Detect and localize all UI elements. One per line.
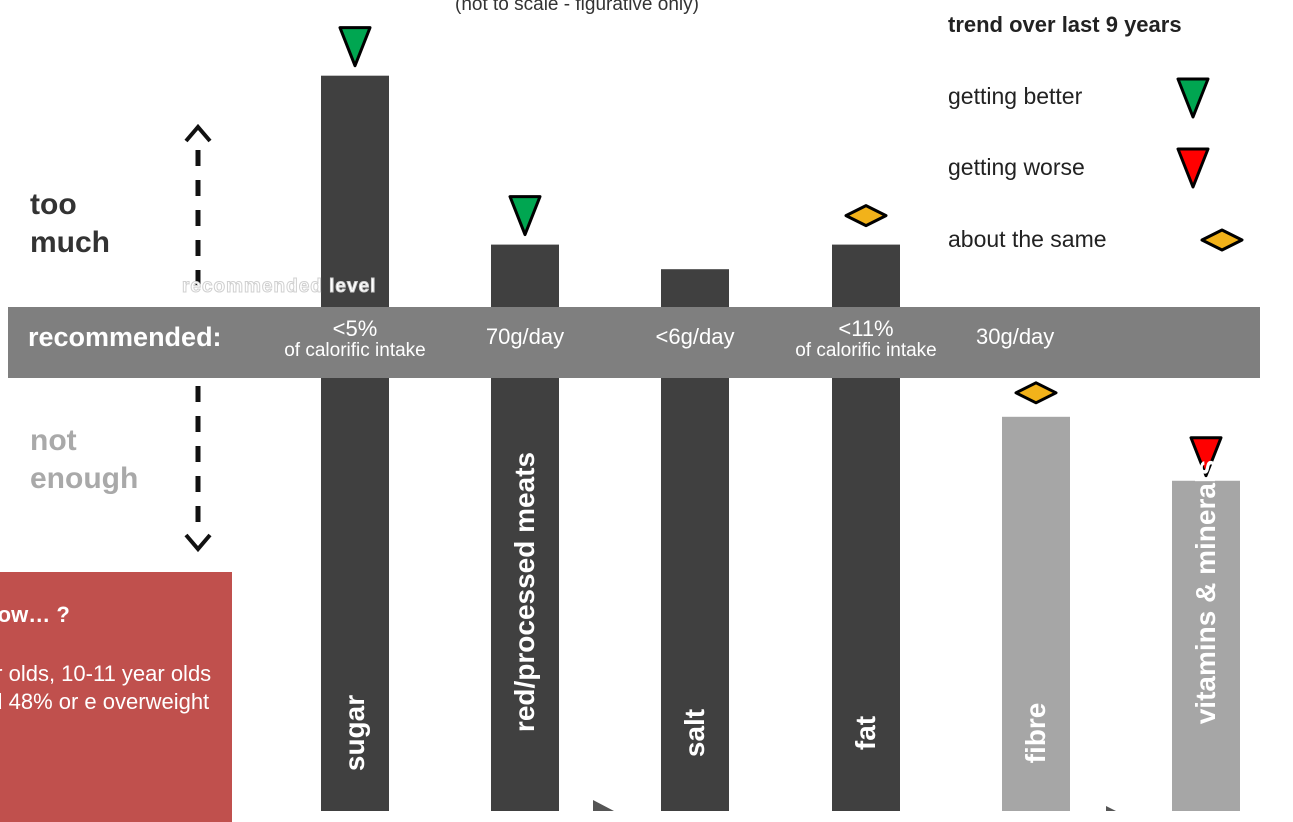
trend-markers-group <box>338 26 1244 811</box>
target-value: <6g/day <box>655 324 735 349</box>
target-red-processed-meats: 70g/day <box>435 326 615 348</box>
recommended-level-label: recommended level <box>181 276 377 298</box>
bar-vitamins-minerals <box>1172 480 1240 811</box>
trend-marker-fat <box>844 204 888 228</box>
bars-group <box>321 75 1240 811</box>
bar-label-fibre: fibre <box>1020 702 1051 764</box>
target-value: 30g/day <box>976 324 1055 349</box>
arrow-head-up <box>184 123 212 143</box>
target-value: <11% <box>838 316 894 341</box>
target-salt: <6g/day <box>605 326 785 348</box>
legend-title: trend over last 9 years <box>948 12 1182 37</box>
bar-fibre <box>1002 416 1070 811</box>
target-fibre: 30g/day <box>976 326 1156 348</box>
trend-marker-fibre <box>1014 381 1058 405</box>
legend-marker-worse <box>1176 147 1210 189</box>
connector-arrow-1 <box>593 800 614 811</box>
target-fat: <11% of calorific intake <box>776 318 956 362</box>
recommended-label: recommended: <box>28 322 222 352</box>
trend-marker-sugar <box>338 26 372 68</box>
bar-label-sugar: sugar <box>339 694 370 772</box>
legend-item-better: getting better <box>948 83 1083 109</box>
did-you-know-callout: know… ? -5 year olds, 10-11 year olds 3)… <box>0 572 232 822</box>
trend-marker-vitamins-minerals <box>1189 436 1223 478</box>
chart-subtitle: (not to scale - figurative only) <box>455 0 699 15</box>
recommended-band <box>8 307 1260 378</box>
too-much-label: too much <box>30 188 111 259</box>
callout-text: -5 year olds, 10-11 year olds 3), and 48… <box>0 661 212 714</box>
trend-marker-red-processed-meats <box>508 195 542 237</box>
bar-sugar <box>321 75 389 811</box>
target-sugar: <5% of calorific intake <box>265 318 445 362</box>
not-enough-label: not enough <box>30 424 139 495</box>
connector-arrow-2 <box>1106 806 1116 811</box>
legend-marker-better <box>1176 77 1210 119</box>
target-value: <5% <box>332 316 378 341</box>
bar-label-salt: salt <box>679 708 710 758</box>
legend-item-same: about the same <box>948 226 1107 252</box>
bar-label-vitamins-minerals: vitamins & minerals <box>1190 459 1221 725</box>
target-note: of calorific intake <box>795 340 937 361</box>
target-value: 70g/day <box>485 324 565 349</box>
bar-label-fat: fat <box>850 715 881 751</box>
legend-marker-same <box>1200 228 1244 252</box>
arrows-group <box>184 123 212 553</box>
target-note: of calorific intake <box>284 340 426 361</box>
callout-title: know… ? <box>0 602 70 627</box>
bar-label-red-processed-meats: red/processed meats <box>509 451 540 733</box>
legend-item-worse: getting worse <box>948 154 1085 180</box>
arrow-head-down <box>184 533 212 553</box>
